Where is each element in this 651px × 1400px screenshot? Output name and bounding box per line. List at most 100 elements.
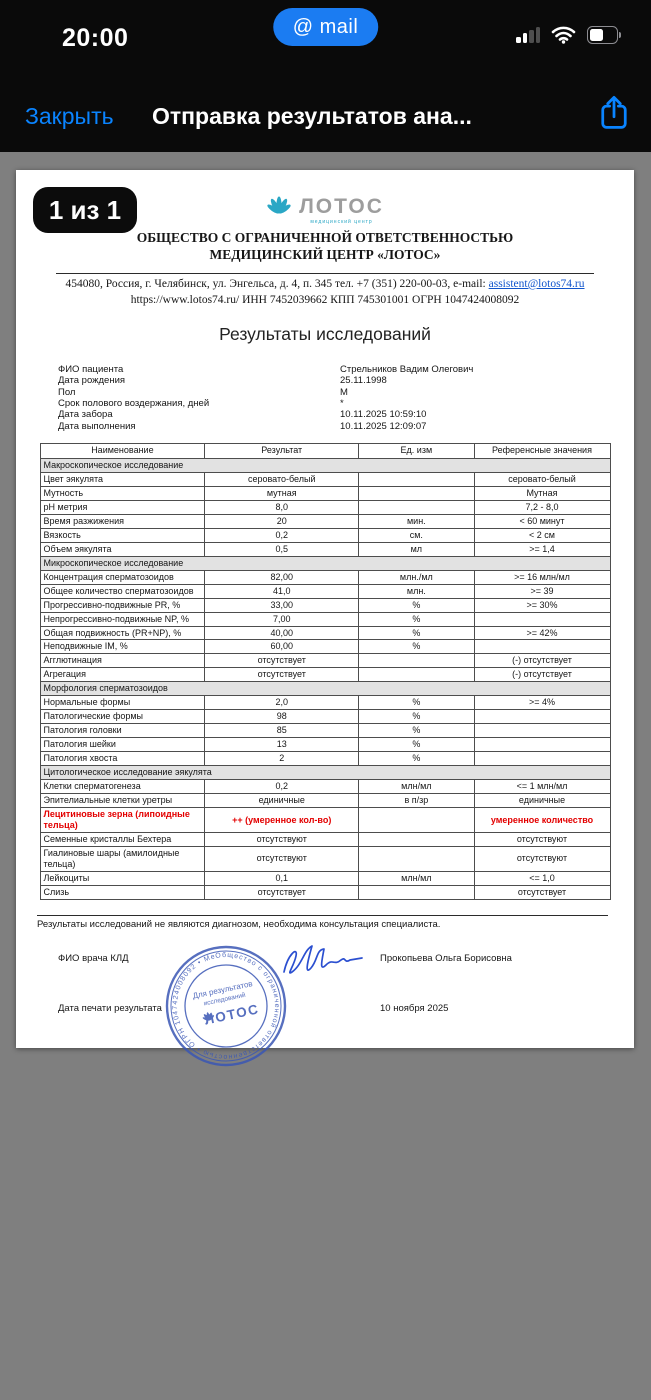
cell-result: 0,1	[204, 870, 360, 886]
patient-field-label: Дата рождения	[58, 375, 126, 387]
print-date-label: Дата печати результата	[58, 1002, 162, 1014]
patient-field-value: 10.11.2025 10:59:10	[340, 409, 427, 421]
table-row: Лецитиновые зерна (липоидные тельца) ++ (…	[39, 807, 611, 834]
table-row: Агрегация отсутствует (-) отсутствует	[39, 667, 611, 683]
table-row: Гиалиновые шары (амилоидные тельца) отсут…	[39, 846, 611, 872]
mail-app-badge-label: @ mail	[292, 15, 359, 38]
table-row: Патология шейки 13%	[39, 737, 611, 753]
cell-name: Мутность	[39, 485, 206, 501]
logo-subtext: медицинский центр	[310, 219, 373, 225]
table-section-row: Морфология сперматозоидов	[39, 681, 611, 697]
cell-unit: %	[358, 737, 475, 753]
cell-unit: %	[358, 597, 475, 613]
table-row: Семенные кристаллы Бехтера отсутствуют отс…	[39, 832, 611, 847]
contact-line: 454080, Россия, г. Челябинск, ул. Энгель…	[16, 276, 634, 293]
cell-ref: >= 30%	[473, 597, 611, 613]
cell-result: 40,00	[204, 625, 360, 641]
cell-name: Гиалиновые шары (амилоидные тельца)	[39, 846, 206, 872]
cell-result: 0,2	[204, 527, 360, 543]
cell-name: Агрегация	[39, 667, 206, 683]
cell-unit	[358, 653, 475, 669]
cell-unit: %	[358, 751, 475, 767]
lotos-logo: ЛОТОС медицинский центр	[16, 170, 634, 225]
cell-unit: см.	[358, 527, 475, 543]
cell-result: отсутствует	[204, 653, 360, 669]
cell-result: отсутствуют	[204, 832, 360, 847]
cell-unit	[358, 499, 475, 515]
column-header: Ед. изм	[358, 442, 475, 459]
cell-result: 82,00	[204, 569, 360, 585]
patient-field-value: *	[340, 397, 344, 409]
document-title: Результаты исследований	[219, 324, 431, 345]
cell-name: Эпителиальные клетки уретры	[39, 793, 206, 809]
cell-name: pH метрия	[39, 499, 206, 515]
cell-name: Патология головки	[39, 723, 206, 739]
cell-name: Семенные кристаллы Бехтера	[39, 832, 206, 847]
column-header: Результат	[204, 442, 360, 459]
address-text: 454080, Россия, г. Челябинск, ул. Энгель…	[65, 277, 489, 290]
patient-field-label: Пол	[58, 386, 76, 398]
table-row: Цвет эякулята серовато-белый серовато-белы…	[39, 471, 611, 487]
patient-info-row: ФИО пациента Стрельников Вадим Олегович	[58, 364, 634, 375]
doctor-signature	[283, 945, 363, 974]
org-name-line1: ОБЩЕСТВО С ОГРАНИЧЕННОЙ ОТВЕТСТВЕННОСТЬЮ	[136, 230, 514, 245]
patient-field-value: 10.11.2025 12:09:07	[340, 420, 427, 432]
cell-ref: Мутная	[473, 485, 611, 501]
cell-unit: %	[358, 695, 475, 711]
patient-field-value: Стрельников Вадим Олегович	[340, 364, 474, 376]
mail-app-badge[interactable]: @ mail	[272, 8, 379, 46]
cell-ref: >= 39	[473, 583, 611, 599]
cell-result: 41,0	[204, 583, 360, 599]
letterhead-divider	[56, 272, 594, 274]
cell-ref	[473, 639, 611, 655]
cell-unit: мл	[358, 541, 475, 557]
disclaimer-text: Результаты исследований не являются диаг…	[37, 918, 441, 930]
cell-unit	[358, 846, 475, 872]
cell-result: единичные	[204, 793, 360, 809]
cell-ref: (-) отсутствует	[473, 653, 611, 669]
table-row: Агглютинация отсутствует (-) отсутствует	[39, 653, 611, 669]
cell-name: Общее количество сперматозоидов	[39, 583, 206, 599]
cell-result: отсутствует	[204, 667, 360, 683]
cell-unit: %	[358, 709, 475, 725]
table-row: Слизь отсутствует отсутствует	[39, 884, 611, 900]
cell-result: 8,0	[204, 499, 360, 515]
wifi-icon	[551, 26, 576, 44]
signature-block: ФИО врача КЛД Прокопьева Ольга Борисовна…	[16, 932, 634, 1139]
cell-result: 2	[204, 751, 360, 767]
footer-divider	[37, 914, 608, 916]
cell-ref: единичные	[473, 793, 611, 809]
cell-name: Клетки сперматогенеза	[39, 779, 206, 795]
cell-name: Цвет эякулята	[39, 471, 206, 487]
cell-ref: >= 1,4	[473, 541, 611, 557]
table-row: Объем эякулята 0,5 мл >= 1,4	[39, 541, 611, 557]
cell-unit	[358, 884, 475, 900]
section-title: Цитологическое исследование эякулята	[39, 765, 611, 781]
cell-result: 2,0	[204, 695, 360, 711]
cell-result: 98	[204, 709, 360, 725]
close-button[interactable]: Закрыть	[25, 102, 114, 129]
cell-ref: >= 42%	[473, 625, 611, 641]
cell-name: Концентрация сперматозоидов	[39, 569, 206, 585]
patient-field-value: М	[340, 386, 348, 398]
cell-name: Общая подвижность (PR+NP), %	[39, 625, 206, 641]
section-title: Микроскопическое исследование	[39, 555, 611, 571]
cell-unit: млн/мл	[358, 779, 475, 795]
cell-ref: отсутствуют	[473, 832, 611, 847]
table-row: Клетки сперматогенеза 0,2 млн/мл <= 1 млн/м…	[39, 779, 611, 795]
table-header-row: Наименование Результат Ед. изм Референсные …	[39, 442, 611, 459]
cell-unit: %	[358, 639, 475, 655]
cell-unit: в п/зр	[358, 793, 475, 809]
share-button[interactable]	[599, 94, 629, 132]
nav-bar: Закрыть Отправка результатов ана...	[0, 90, 651, 142]
table-row: Патология хвоста 2%	[39, 751, 611, 767]
cell-name: Неподвижные IM, %	[39, 639, 206, 655]
cell-ref: < 2 см	[473, 527, 611, 543]
cell-name: Вязкость	[39, 527, 206, 543]
email-link[interactable]: assistent@lotos74.ru	[488, 277, 585, 290]
column-header: Референсные значения	[473, 442, 611, 459]
table-row: Эпителиальные клетки уретры единичные в п/…	[39, 793, 611, 809]
cell-result: 20	[204, 513, 360, 529]
cellular-signal-icon	[516, 27, 540, 43]
